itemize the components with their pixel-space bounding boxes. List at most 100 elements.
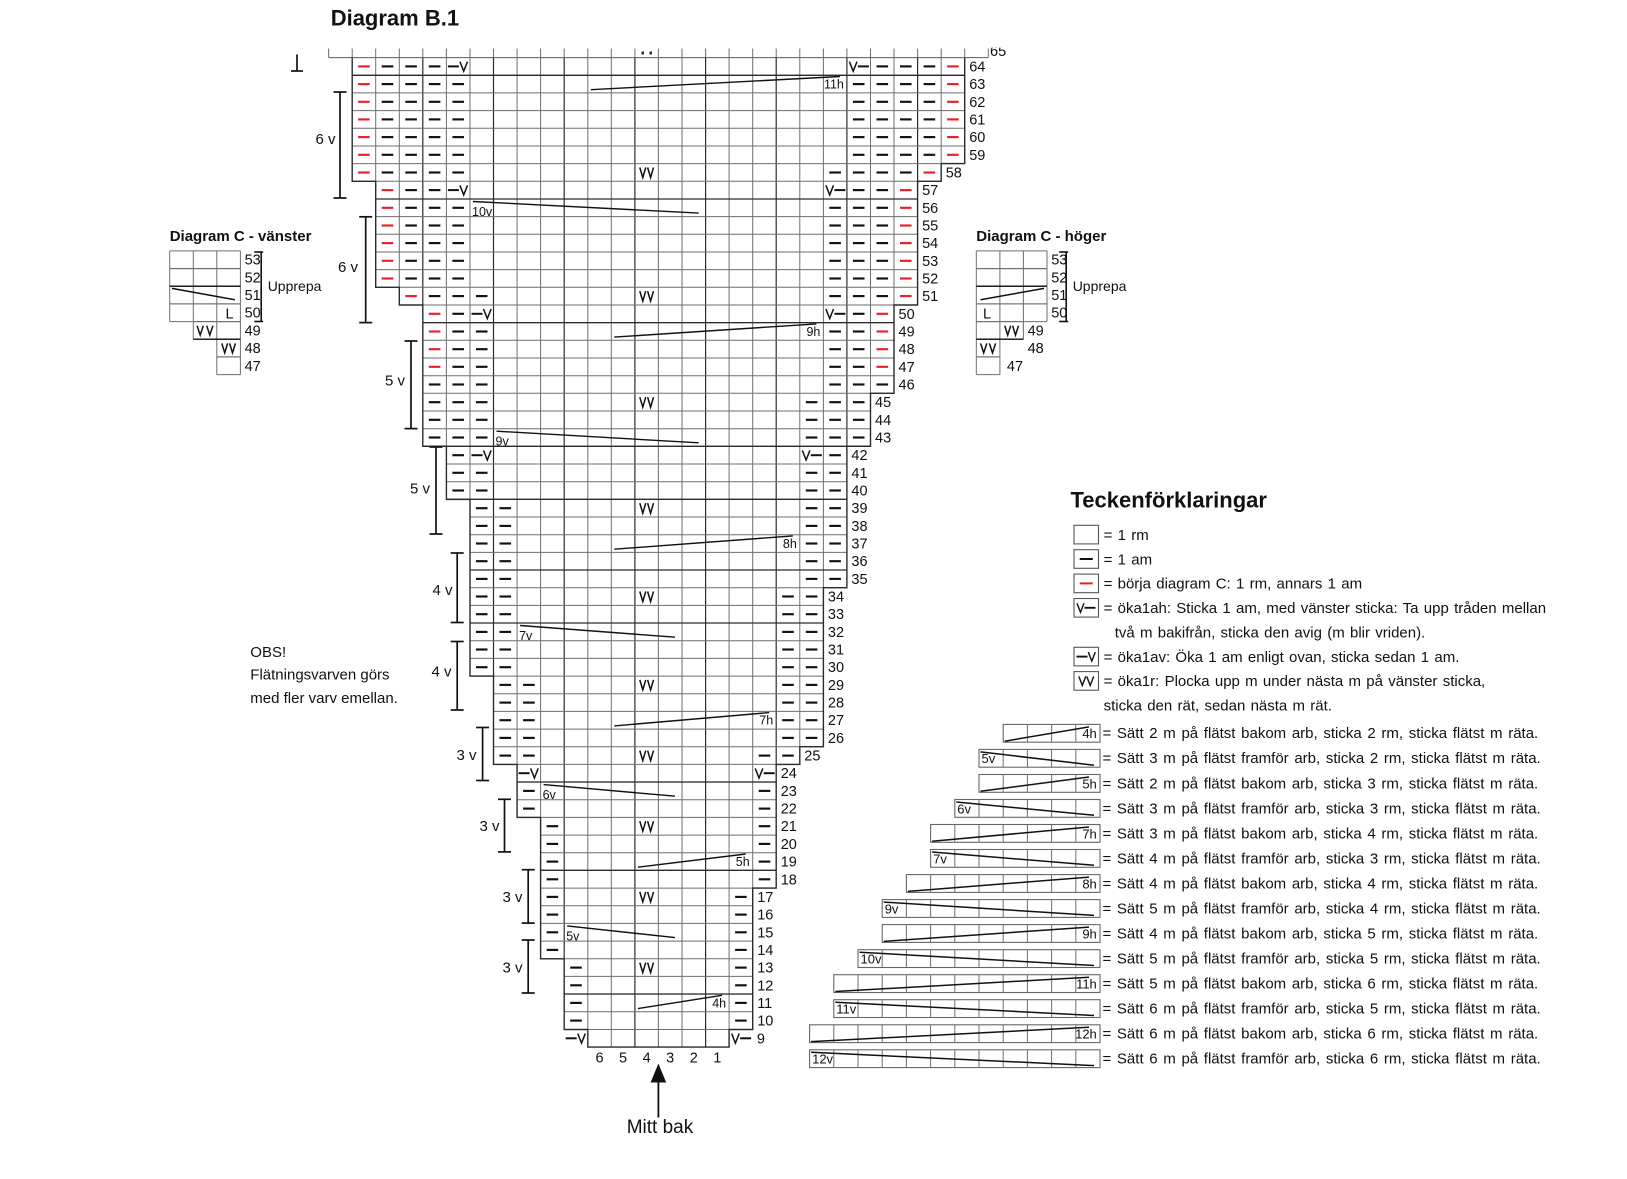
svg-text:= öka1ah: Sticka 1 am, med vän: = öka1ah: Sticka 1 am, med vänster stick… xyxy=(1104,600,1546,617)
svg-text:= öka1r: Plocka upp m under nä: = öka1r: Plocka upp m under nästa m på v… xyxy=(1104,673,1486,690)
svg-text:37: 37 xyxy=(851,537,867,553)
svg-text:Flätningsvarven görs: Flätningsvarven görs xyxy=(250,667,389,684)
svg-text:32: 32 xyxy=(828,625,844,641)
svg-text:= Sätt 3 m på flätst framför a: = Sätt 3 m på flätst framför arb, sticka… xyxy=(1103,800,1541,817)
svg-text:3 v: 3 v xyxy=(457,747,478,764)
svg-text:= Sätt 6 m på flätst framför a: = Sätt 6 m på flätst framför arb, sticka… xyxy=(1103,1001,1541,1018)
svg-text:33: 33 xyxy=(828,607,844,623)
svg-text:5: 5 xyxy=(619,1051,627,1067)
svg-text:Diagram B.1: Diagram B.1 xyxy=(331,6,459,31)
svg-text:36: 36 xyxy=(851,554,867,570)
svg-text:22: 22 xyxy=(781,802,797,818)
svg-text:L: L xyxy=(983,306,991,322)
svg-text:3: 3 xyxy=(666,1051,674,1067)
svg-text:51: 51 xyxy=(1051,288,1067,304)
svg-text:Upprepa: Upprepa xyxy=(268,278,322,294)
svg-text:11h: 11h xyxy=(824,77,844,91)
svg-text:9h: 9h xyxy=(1082,926,1096,941)
svg-text:= Sätt 4 m på flätst bakom arb: = Sätt 4 m på flätst bakom arb, sticka 5… xyxy=(1103,925,1539,942)
svg-text:58: 58 xyxy=(946,166,962,182)
svg-text:Mitt bak: Mitt bak xyxy=(627,1117,694,1138)
svg-text:9: 9 xyxy=(757,1031,765,1047)
svg-text:56: 56 xyxy=(922,201,938,217)
svg-text:Diagram C - höger: Diagram C - höger xyxy=(976,228,1106,245)
svg-text:11v: 11v xyxy=(836,1002,856,1017)
svg-text:59: 59 xyxy=(969,148,985,164)
svg-text:4 v: 4 v xyxy=(433,582,454,599)
svg-text:L: L xyxy=(226,306,234,322)
svg-text:26: 26 xyxy=(828,731,844,747)
svg-text:19: 19 xyxy=(781,855,797,871)
svg-text:38: 38 xyxy=(851,519,867,535)
svg-text:41: 41 xyxy=(851,466,867,482)
svg-text:= Sätt 5 m på flätst framför a: = Sätt 5 m på flätst framför arb, sticka… xyxy=(1103,900,1541,917)
svg-text:61: 61 xyxy=(969,112,985,128)
svg-text:med fler varv emellan.: med fler varv emellan. xyxy=(250,690,398,707)
svg-text:= Sätt 5 m på flätst framför a: = Sätt 5 m på flätst framför arb, sticka… xyxy=(1103,951,1541,968)
svg-text:62: 62 xyxy=(969,95,985,111)
svg-text:= 1 am: = 1 am xyxy=(1104,551,1152,568)
svg-text:46: 46 xyxy=(899,378,915,394)
svg-text:OBS!: OBS! xyxy=(250,644,286,661)
svg-text:27: 27 xyxy=(828,713,844,729)
svg-text:30: 30 xyxy=(828,660,844,676)
svg-text:40: 40 xyxy=(851,484,867,500)
svg-text:= Sätt 6 m på flätst bakom arb: = Sätt 6 m på flätst bakom arb, sticka 6… xyxy=(1103,1026,1539,1043)
svg-text:60: 60 xyxy=(969,130,985,146)
svg-text:6: 6 xyxy=(595,1051,603,1067)
svg-text:52: 52 xyxy=(922,272,938,288)
svg-text:47: 47 xyxy=(1007,359,1023,375)
svg-text:50: 50 xyxy=(245,306,261,322)
svg-text:5h: 5h xyxy=(1082,776,1096,791)
svg-text:12v: 12v xyxy=(812,1052,833,1067)
svg-text:55: 55 xyxy=(922,219,938,235)
svg-text:52: 52 xyxy=(245,270,261,286)
svg-text:48: 48 xyxy=(1028,341,1044,357)
svg-text:= Sätt 4 m på flätst framför a: = Sätt 4 m på flätst framför arb, sticka… xyxy=(1103,850,1541,867)
svg-text:28: 28 xyxy=(828,696,844,712)
svg-text:6v: 6v xyxy=(543,788,557,802)
svg-text:45: 45 xyxy=(875,395,891,411)
svg-text:29: 29 xyxy=(828,678,844,694)
svg-text:8h: 8h xyxy=(783,537,797,551)
svg-text:16: 16 xyxy=(757,908,773,924)
svg-text:34: 34 xyxy=(828,590,844,606)
svg-text:6 v: 6 v xyxy=(338,259,359,276)
svg-text:50: 50 xyxy=(1051,306,1067,322)
svg-text:= Sätt 5 m på flätst bakom arb: = Sätt 5 m på flätst bakom arb, sticka 6… xyxy=(1103,976,1539,993)
svg-text:7h: 7h xyxy=(759,714,773,728)
svg-text:11h: 11h xyxy=(1076,977,1097,992)
svg-text:35: 35 xyxy=(851,572,867,588)
svg-text:4: 4 xyxy=(643,1051,651,1067)
svg-text:10v: 10v xyxy=(472,205,493,219)
svg-text:25: 25 xyxy=(804,749,820,765)
svg-text:11: 11 xyxy=(757,996,772,1012)
svg-text:4h: 4h xyxy=(1082,726,1096,741)
svg-text:51: 51 xyxy=(922,289,938,305)
svg-text:23: 23 xyxy=(781,784,797,800)
svg-text:5v: 5v xyxy=(982,751,996,766)
svg-text:14: 14 xyxy=(757,943,773,959)
svg-text:3 v: 3 v xyxy=(503,960,524,977)
svg-text:18: 18 xyxy=(781,872,797,888)
svg-text:63: 63 xyxy=(969,77,985,93)
svg-text:24: 24 xyxy=(781,766,797,782)
svg-text:6 v: 6 v xyxy=(316,131,337,148)
svg-text:5h: 5h xyxy=(736,855,750,869)
svg-text:48: 48 xyxy=(899,342,915,358)
svg-text:= Sätt 2 m på flätst bakom arb: = Sätt 2 m på flätst bakom arb, sticka 3… xyxy=(1103,775,1539,792)
svg-text:Teckenförklaringar: Teckenförklaringar xyxy=(1071,488,1268,513)
svg-text:49: 49 xyxy=(1028,323,1044,339)
svg-text:4h: 4h xyxy=(712,996,726,1010)
svg-text:10: 10 xyxy=(757,1014,773,1030)
svg-text:47: 47 xyxy=(899,360,915,376)
svg-text:= Sätt 6 m på flätst framför a: = Sätt 6 m på flätst framför arb, sticka… xyxy=(1103,1051,1541,1068)
svg-text:6v: 6v xyxy=(957,801,971,816)
svg-text:5v: 5v xyxy=(566,929,580,943)
svg-text:9v: 9v xyxy=(885,901,899,916)
svg-text:17: 17 xyxy=(757,890,773,906)
svg-text:9v: 9v xyxy=(496,435,510,449)
svg-text:64: 64 xyxy=(969,59,985,75)
svg-text:54: 54 xyxy=(922,236,938,252)
svg-text:39: 39 xyxy=(851,501,867,517)
